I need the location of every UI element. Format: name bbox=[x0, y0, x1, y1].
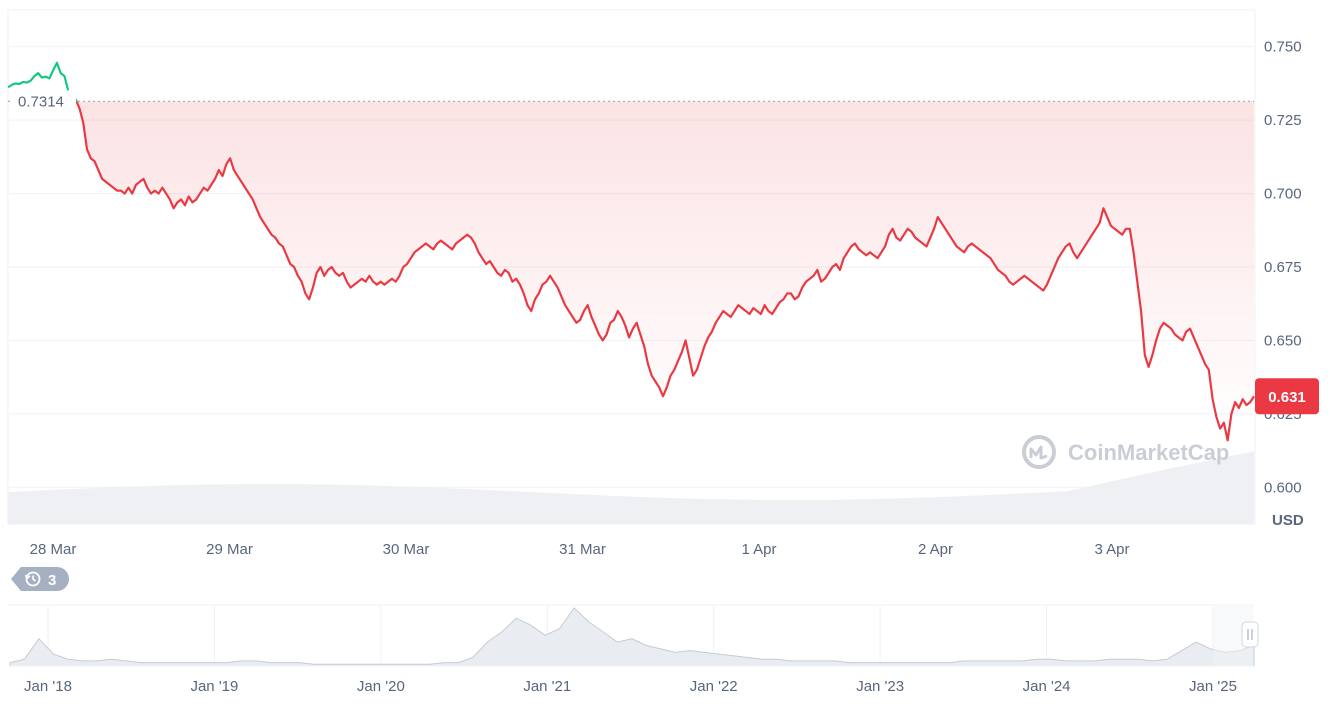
navigator-tick-label: Jan '24 bbox=[1023, 678, 1071, 695]
volume-shape bbox=[8, 451, 1254, 524]
x-tick-label: 2 Apr bbox=[918, 541, 953, 558]
coinmarketcap-logo-icon bbox=[1022, 435, 1056, 469]
navigator-x-axis: Jan '18 Jan '19 Jan '20 Jan '21 Jan '22 Jan '… bbox=[24, 678, 1237, 695]
navigator-tick-label: Jan '22 bbox=[690, 678, 738, 695]
y-tick-label: 0.650 bbox=[1264, 332, 1302, 349]
price-area-fill bbox=[8, 101, 1254, 441]
current-price-badge: 0.631 bbox=[1255, 378, 1319, 415]
history-button[interactable]: 3 bbox=[11, 567, 69, 591]
history-icon bbox=[24, 571, 41, 587]
y-tick-label: 0.700 bbox=[1264, 186, 1302, 203]
navigator-tick-label: Jan '21 bbox=[523, 678, 571, 695]
navigator-handle[interactable] bbox=[1241, 621, 1259, 648]
navigator-tick-label: Jan '25 bbox=[1189, 678, 1237, 695]
start-price-label: 0.7314 bbox=[10, 90, 76, 113]
y-tick-label: 0.600 bbox=[1264, 479, 1302, 496]
svg-text:0.631: 0.631 bbox=[1268, 389, 1306, 406]
x-tick-label: 31 Mar bbox=[559, 541, 606, 558]
y-tick-label: 0.725 bbox=[1264, 112, 1302, 129]
x-tick-label: 1 Apr bbox=[741, 541, 776, 558]
svg-text:CoinMarketCap: CoinMarketCap bbox=[1068, 440, 1229, 465]
svg-text:3: 3 bbox=[48, 572, 56, 589]
navigator-tick-label: Jan '19 bbox=[190, 678, 238, 695]
coinmarketcap-watermark: CoinMarketCap bbox=[1022, 435, 1229, 469]
x-tick-label: 3 Apr bbox=[1094, 541, 1129, 558]
navigator-tick-label: Jan '20 bbox=[357, 678, 405, 695]
x-axis: 28 Mar 29 Mar 30 Mar 31 Mar 1 Apr 2 Apr 3 Apr bbox=[30, 541, 1130, 558]
svg-text:0.7314: 0.7314 bbox=[18, 93, 64, 110]
price-line-down bbox=[75, 101, 1255, 442]
x-tick-label: 30 Mar bbox=[383, 541, 430, 558]
y-axis-unit: USD bbox=[1272, 512, 1304, 529]
x-tick-label: 28 Mar bbox=[30, 541, 77, 558]
navigator-tick-label: Jan '23 bbox=[856, 678, 904, 695]
volume-area bbox=[8, 451, 1254, 524]
navigator-tick-label: Jan '18 bbox=[24, 678, 72, 695]
y-tick-label: 0.750 bbox=[1264, 39, 1302, 56]
navigator-area bbox=[9, 607, 1255, 667]
range-navigator[interactable]: Jan '18 Jan '19 Jan '20 Jan '21 Jan '22 Jan '… bbox=[8, 604, 1259, 695]
y-tick-label: 0.675 bbox=[1264, 259, 1302, 276]
x-tick-label: 29 Mar bbox=[206, 541, 253, 558]
